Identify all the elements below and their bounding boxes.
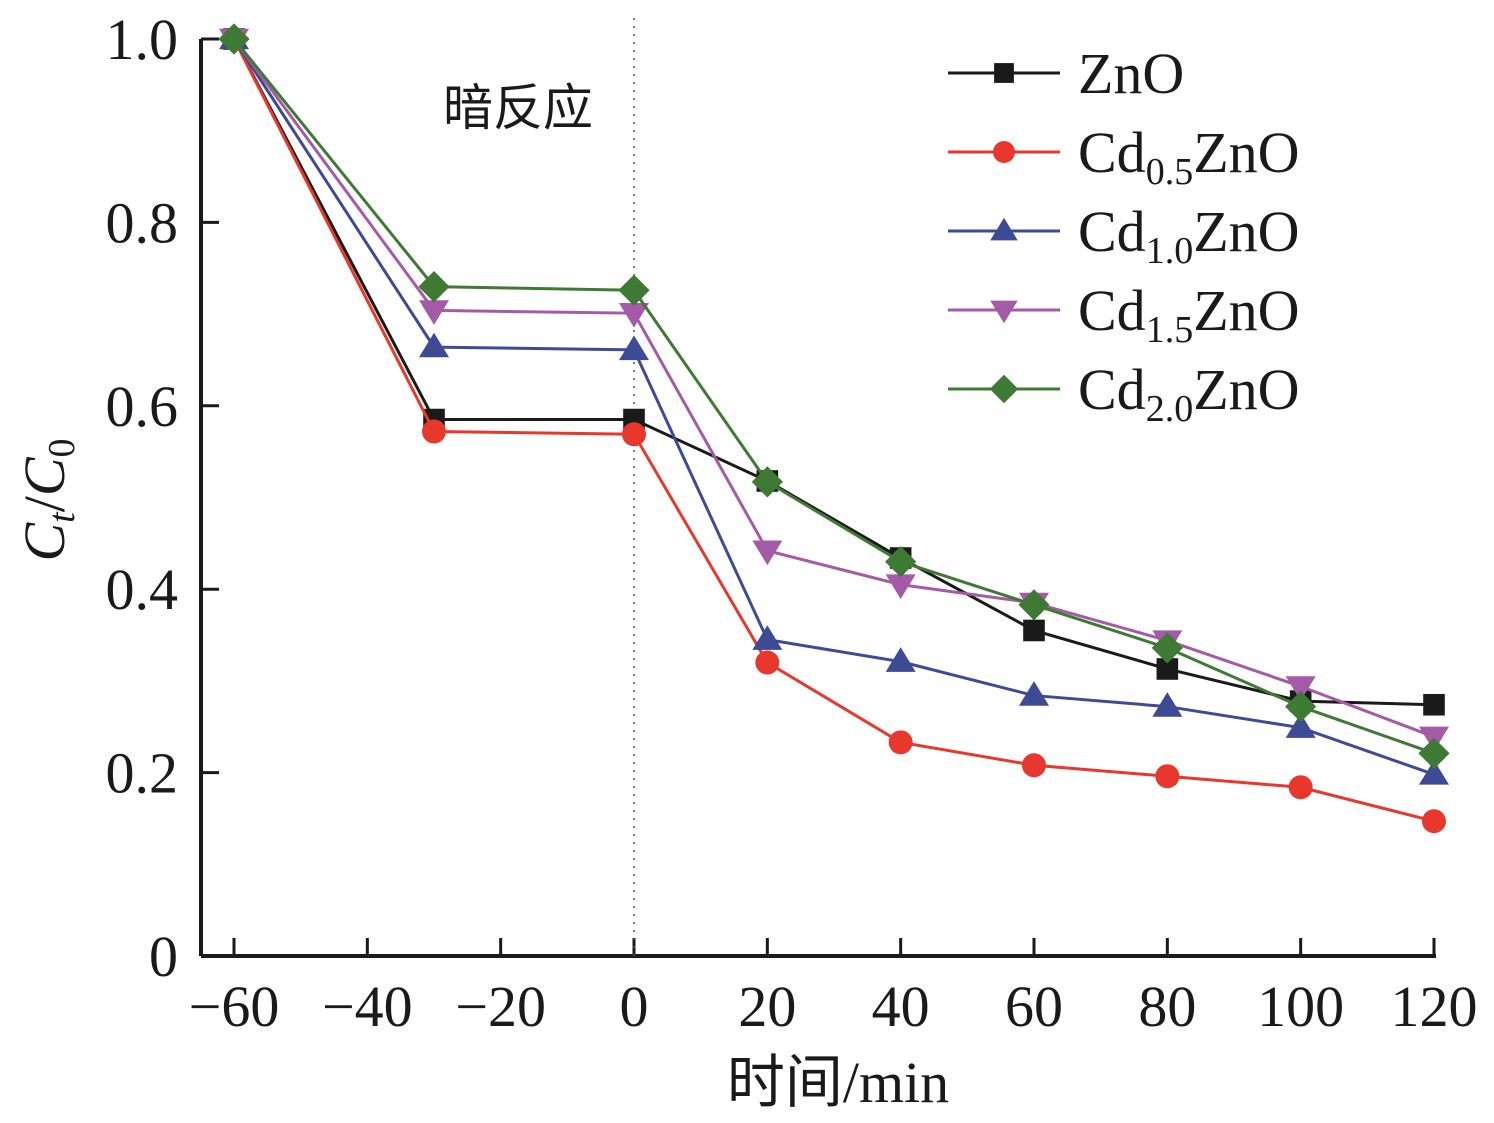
y-tick-label: 0.4	[106, 557, 179, 622]
data-point	[1285, 690, 1317, 723]
legend-marker	[990, 217, 1018, 241]
legend-label: Cd0.5ZnO	[1078, 120, 1300, 193]
legend-item: ZnO	[948, 41, 1184, 106]
data-point	[1285, 713, 1316, 738]
data-point	[618, 274, 650, 306]
data-point	[1019, 681, 1049, 706]
data-point	[1423, 693, 1445, 716]
data-point	[419, 332, 449, 358]
data-point	[619, 335, 649, 361]
legend-item: Cd1.0ZnO	[948, 199, 1300, 272]
data-point	[885, 647, 916, 672]
svg-text:Ct/C0: Ct/C0	[12, 438, 83, 561]
legend-marker	[993, 141, 1015, 163]
x-tick-label: 60	[1005, 974, 1063, 1039]
x-tick-label: 100	[1257, 974, 1344, 1039]
data-point	[422, 419, 446, 444]
y-tick-label: 0.6	[106, 374, 179, 439]
legend-label: Cd1.0ZnO	[1078, 199, 1300, 272]
data-point	[752, 625, 783, 650]
x-tick-label: −60	[189, 974, 280, 1039]
legend-label: ZnO	[1078, 41, 1184, 106]
data-point	[755, 650, 780, 675]
x-tick-label: −40	[322, 974, 413, 1039]
x-tick-label: 80	[1138, 974, 1196, 1039]
legend-item: Cd2.0ZnO	[948, 357, 1300, 430]
x-tick-label: −20	[455, 974, 546, 1039]
y-axis-title: Ct/C0	[12, 438, 83, 561]
x-tick-label: 120	[1391, 974, 1478, 1039]
legend-label: Cd2.0ZnO	[1078, 357, 1300, 430]
data-point	[1419, 760, 1449, 785]
y-tick-label: 0.2	[106, 741, 179, 806]
data-point	[1422, 809, 1446, 834]
x-axis-title: 时间/min	[727, 1050, 949, 1115]
annotation-dark-reaction: 暗反应	[443, 79, 593, 137]
y-tick-label: 0	[149, 924, 178, 989]
data-point	[1018, 589, 1050, 621]
data-point	[419, 300, 449, 325]
series-Cd2.0ZnO	[218, 23, 1450, 769]
data-point	[622, 422, 646, 447]
annotations: 暗反应	[443, 79, 593, 137]
data-point	[1023, 619, 1045, 642]
y-title-0: 0	[41, 438, 83, 457]
data-point	[885, 574, 916, 600]
y-tick-label: 1.0	[106, 7, 179, 72]
y-title-c: C	[12, 522, 77, 562]
data-point	[1155, 764, 1180, 789]
x-tick-label: 20	[738, 974, 796, 1039]
legend-item: Cd1.5ZnO	[948, 278, 1300, 351]
x-tick-label: 40	[872, 974, 930, 1039]
data-point	[1288, 775, 1313, 800]
y-tick-label: 0.8	[106, 190, 179, 255]
data-point	[1418, 737, 1450, 769]
data-point	[1151, 632, 1183, 664]
data-point	[1285, 676, 1316, 701]
axis-titles: 时间/min Ct/C0	[12, 438, 949, 1115]
data-point	[1022, 753, 1046, 778]
legend-marker	[990, 300, 1018, 324]
data-point	[1152, 692, 1183, 717]
y-title-c0: C	[12, 456, 77, 496]
y-title-slash: /	[12, 495, 77, 512]
legend-marker	[994, 63, 1014, 83]
data-point	[1156, 658, 1179, 680]
data-point	[418, 270, 450, 303]
data-point	[218, 23, 250, 55]
series-Cd0.5ZnO	[222, 27, 1446, 834]
data-point	[888, 730, 913, 755]
y-title-t: t	[41, 511, 83, 523]
data-point	[885, 546, 917, 578]
data-point	[751, 466, 783, 498]
data-point	[619, 302, 649, 328]
data-point	[752, 540, 783, 566]
legend-item: Cd0.5ZnO	[948, 120, 1300, 193]
axes	[199, 37, 1436, 958]
series-group	[218, 23, 1450, 834]
legend-label: Cd1.5ZnO	[1078, 278, 1300, 351]
x-tick-label: 0	[620, 974, 649, 1039]
legend-marker	[989, 374, 1019, 404]
tick-labels: 0 0.2 0.4 0.6 0.8 1.0 −60 −40 −20 0 20 40 60 80 100 120	[106, 7, 1478, 1039]
